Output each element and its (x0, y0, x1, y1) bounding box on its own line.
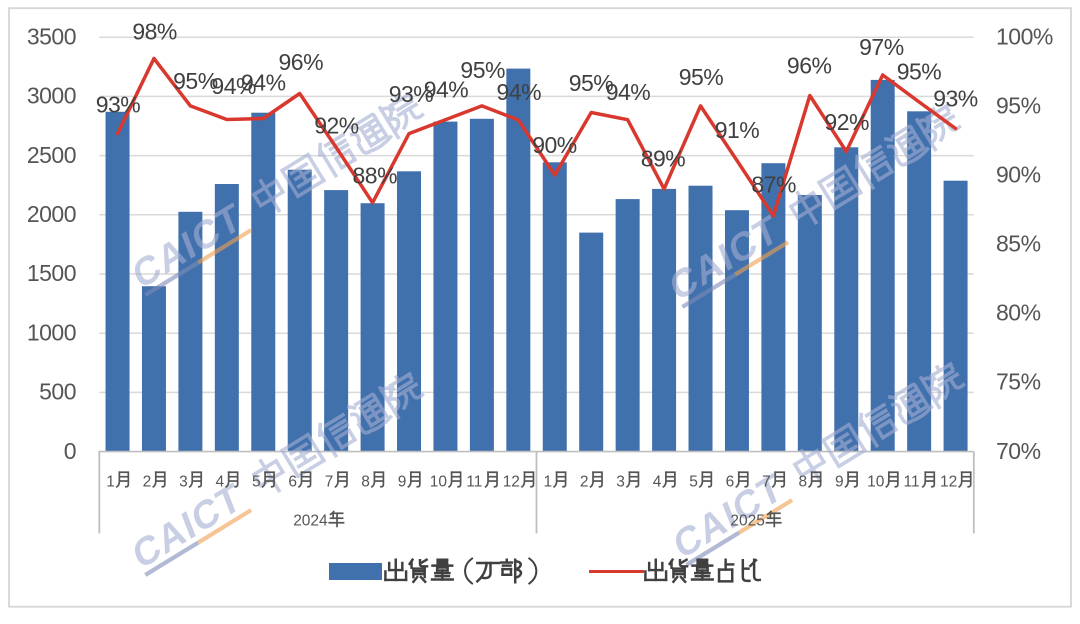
svg-text:3: 3 (179, 474, 188, 491)
svg-text:92%: 92% (314, 112, 359, 138)
svg-text:94%: 94% (424, 76, 469, 102)
svg-text:95%: 95% (897, 58, 942, 84)
svg-text:90%: 90% (996, 162, 1041, 188)
svg-text:88%: 88% (353, 162, 398, 188)
svg-text:11: 11 (466, 474, 482, 491)
svg-text:93%: 93% (389, 81, 434, 107)
svg-text:1500: 1500 (27, 260, 76, 286)
svg-text:95%: 95% (679, 64, 724, 90)
svg-text:7: 7 (325, 474, 334, 491)
svg-text:500: 500 (39, 379, 76, 405)
svg-text:96%: 96% (279, 49, 324, 75)
svg-text:3000: 3000 (27, 83, 76, 109)
svg-text:91%: 91% (715, 117, 760, 143)
svg-text:2025: 2025 (730, 512, 764, 529)
svg-text:2: 2 (580, 474, 589, 491)
svg-text:12: 12 (940, 474, 957, 491)
svg-text:75%: 75% (996, 369, 1041, 395)
svg-text:93%: 93% (96, 91, 141, 117)
svg-text:9: 9 (835, 474, 844, 491)
svg-text:7: 7 (762, 474, 771, 491)
svg-text:94%: 94% (211, 73, 256, 99)
svg-text:6: 6 (726, 474, 735, 491)
svg-text:95%: 95% (996, 93, 1041, 119)
svg-text:9: 9 (398, 474, 407, 491)
svg-text:10: 10 (867, 474, 885, 491)
svg-text:5: 5 (689, 474, 698, 491)
svg-text:1: 1 (106, 474, 115, 491)
svg-text:94%: 94% (606, 79, 651, 105)
svg-text:80%: 80% (996, 300, 1041, 326)
svg-text:89%: 89% (641, 145, 686, 171)
svg-text:2000: 2000 (27, 201, 76, 227)
svg-text:96%: 96% (787, 53, 832, 79)
svg-text:4: 4 (653, 474, 662, 491)
svg-text:92%: 92% (824, 109, 869, 135)
svg-text:6: 6 (288, 474, 297, 491)
svg-text:94%: 94% (497, 79, 542, 105)
svg-text:2500: 2500 (27, 142, 76, 168)
svg-text:5: 5 (252, 474, 261, 491)
svg-text:10: 10 (430, 474, 448, 491)
svg-text:90%: 90% (532, 132, 577, 158)
svg-text:4: 4 (216, 474, 225, 491)
svg-text:100%: 100% (996, 23, 1053, 49)
svg-text:87%: 87% (751, 171, 796, 197)
svg-text:3500: 3500 (27, 23, 76, 49)
svg-text:95%: 95% (460, 57, 505, 83)
svg-text:85%: 85% (996, 231, 1041, 257)
svg-text:93%: 93% (933, 85, 978, 111)
svg-text:2: 2 (143, 474, 152, 491)
svg-text:8: 8 (361, 474, 370, 491)
svg-text:1000: 1000 (27, 319, 76, 345)
svg-text:97%: 97% (859, 34, 904, 60)
svg-text:2024: 2024 (293, 512, 328, 529)
svg-text:0: 0 (64, 438, 76, 464)
svg-text:94%: 94% (241, 70, 286, 96)
svg-text:95%: 95% (569, 70, 614, 96)
svg-text:11: 11 (904, 474, 920, 491)
svg-text:8: 8 (799, 474, 808, 491)
svg-text:1: 1 (544, 474, 553, 491)
svg-text:70%: 70% (996, 438, 1041, 464)
svg-text:12: 12 (503, 474, 520, 491)
svg-text:3: 3 (616, 474, 625, 491)
svg-text:98%: 98% (132, 18, 177, 44)
svg-text:95%: 95% (173, 68, 218, 94)
